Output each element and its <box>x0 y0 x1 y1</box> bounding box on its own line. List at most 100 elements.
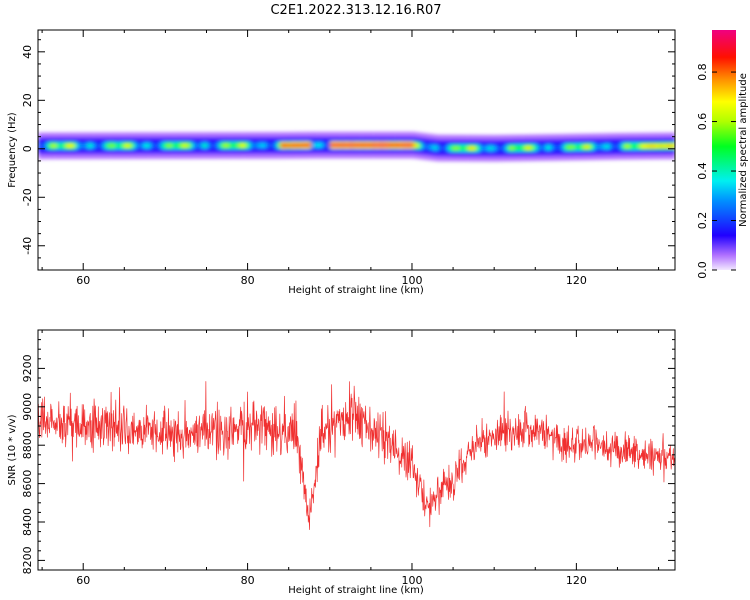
spectrogram-panel: 60 80 100 120 40 20 0 -20 -40 Height of straigh… <box>7 29 676 296</box>
spectral-cell <box>672 144 675 148</box>
spectral-cell <box>192 143 195 148</box>
spectral-cell <box>83 143 86 148</box>
spectral-cell <box>62 144 66 148</box>
spectral-cell <box>224 143 228 148</box>
spectral-cell <box>42 144 45 148</box>
colorbar-tick-label: 0.2 <box>696 212 709 230</box>
colorbar-tick-label: 0.8 <box>696 63 709 81</box>
spectral-cell <box>438 146 442 150</box>
spectral-cell <box>461 146 464 150</box>
spectral-cell <box>483 146 487 151</box>
spectral-cell <box>264 143 267 148</box>
spectral-cell <box>594 144 598 149</box>
spectral-cell <box>436 146 440 150</box>
spectral-cell <box>74 143 78 148</box>
spectral-cell <box>559 145 563 150</box>
spectral-cell <box>276 143 280 148</box>
spectral-cell <box>348 143 351 147</box>
spectral-cell <box>103 143 107 148</box>
spectral-cell <box>185 143 189 148</box>
spectral-cell <box>496 146 499 151</box>
spectral-cell <box>652 144 656 148</box>
spectral-cell <box>531 145 534 150</box>
spectral-cell <box>52 144 56 148</box>
spectral-cell <box>60 144 64 148</box>
spectral-cell <box>239 143 243 148</box>
spectral-cell <box>613 144 617 149</box>
snr-panel: 60 80 100 120 9200 9000 8800 8600 8400 8200 Heig… <box>7 329 676 596</box>
spectral-cell <box>366 143 370 147</box>
spectral-cell <box>208 143 212 148</box>
spectral-cell <box>183 143 187 148</box>
spectral-cell <box>200 143 203 148</box>
spectral-cell <box>463 146 467 150</box>
spectral-cell <box>288 143 292 148</box>
spectral-cell <box>196 143 199 148</box>
spectral-cell <box>346 143 349 147</box>
spectral-cell <box>467 146 471 151</box>
spectral-cell <box>621 144 625 149</box>
spectral-cell <box>305 143 308 148</box>
spectral-cell <box>403 143 407 147</box>
spectral-cell <box>416 143 419 148</box>
spectral-cell <box>578 145 582 149</box>
spectral-cell <box>584 145 588 149</box>
spectral-cell <box>233 143 236 148</box>
spectral-cell <box>136 143 140 148</box>
spectral-cell <box>212 143 216 148</box>
spectral-cell <box>391 143 395 147</box>
spectral-cell <box>294 143 298 148</box>
spectral-cell <box>426 145 430 149</box>
spectral-cell <box>85 143 88 148</box>
spectral-cell <box>448 146 452 150</box>
spectral-cell <box>479 146 483 151</box>
spectral-cell <box>411 143 415 147</box>
spectral-cell <box>111 143 115 148</box>
spectral-cell <box>284 143 288 148</box>
spectral-cell <box>177 143 181 148</box>
spectral-cell <box>543 145 547 150</box>
spectral-cell <box>500 146 503 151</box>
spectral-cell <box>453 146 456 150</box>
spectral-cell <box>407 143 411 147</box>
spectral-cell <box>533 145 536 150</box>
spectrogram-y-label: Frequency (Hz) <box>7 112 18 188</box>
spectral-cell <box>553 145 557 150</box>
spectral-cell <box>325 143 329 147</box>
spectral-cell <box>383 143 386 147</box>
y-tick-label: 9200 <box>21 354 34 382</box>
spectral-cell <box>163 143 166 148</box>
spectral-cell <box>611 144 614 149</box>
spectral-cell <box>510 146 514 150</box>
spectral-cell <box>66 144 70 148</box>
colorbar-tick-label: 0.0 <box>696 261 709 279</box>
spectral-cell <box>222 143 226 148</box>
spectral-cell <box>54 144 58 148</box>
spectral-cell <box>134 143 138 148</box>
spectral-cell <box>122 143 125 148</box>
spectral-cell <box>598 144 602 149</box>
figure-title: C2E1.2022.313.12.16.R07 <box>270 3 441 18</box>
spectral-cell <box>555 145 559 150</box>
colorbar-gradient <box>712 30 736 270</box>
spectral-cell <box>469 146 473 151</box>
spectral-cell <box>666 144 670 148</box>
spectral-cell <box>350 143 353 147</box>
spectral-cell <box>481 146 485 151</box>
spectral-cell <box>646 144 649 148</box>
spectral-cell <box>274 143 277 148</box>
spectral-cell <box>40 144 43 148</box>
spectral-cell <box>459 146 462 150</box>
spectral-cell <box>364 143 368 147</box>
spectral-band <box>38 131 675 162</box>
spectral-cell <box>311 143 314 147</box>
spectral-cell <box>107 143 111 148</box>
x-tick-label: 60 <box>76 574 90 587</box>
spectral-cell <box>282 143 286 148</box>
spectral-cell <box>157 143 160 148</box>
spectral-cell <box>323 143 327 147</box>
y-tick-label: -20 <box>21 188 34 206</box>
spectral-cell <box>58 144 62 148</box>
spectral-cell <box>633 144 637 149</box>
spectral-cell <box>379 143 382 147</box>
